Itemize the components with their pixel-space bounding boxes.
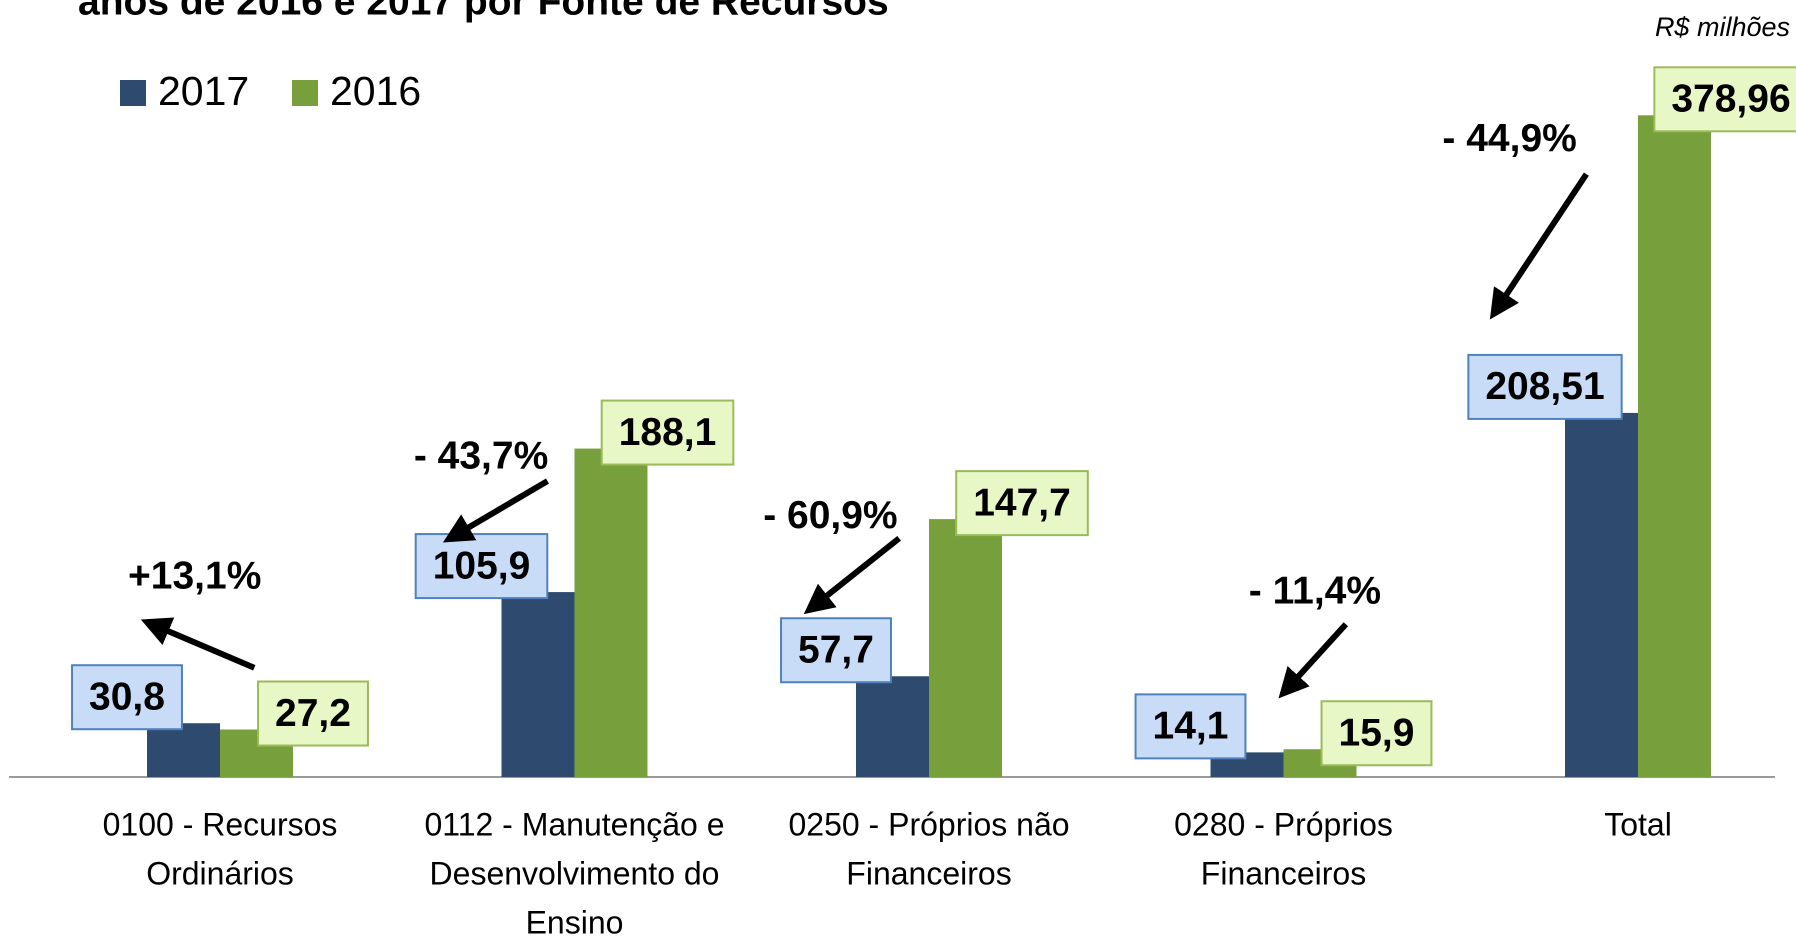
bar bbox=[147, 723, 220, 777]
annotation: - 11,4% bbox=[1249, 570, 1381, 613]
data-label-box bbox=[71, 664, 183, 731]
data-label-box bbox=[600, 399, 735, 466]
data-label-box bbox=[955, 470, 1089, 537]
x-tick-label: 0100 - Recursos bbox=[103, 806, 338, 842]
x-tick-label: Ensino bbox=[526, 904, 624, 940]
data-label-box bbox=[780, 617, 892, 684]
data-label-box bbox=[1653, 66, 1796, 133]
data-label: 30,8 bbox=[89, 676, 165, 719]
data-label: 147,7 bbox=[973, 481, 1071, 524]
arrow bbox=[1489, 172, 1589, 320]
x-tick-label: Desenvolvimento do bbox=[430, 855, 720, 891]
x-tick-label: 0280 - Próprios bbox=[1174, 806, 1393, 842]
x-tick-label: Financeiros bbox=[846, 855, 1011, 891]
legend-swatch bbox=[292, 80, 318, 106]
bar bbox=[1638, 115, 1711, 777]
data-label-box bbox=[1320, 700, 1433, 767]
bar bbox=[501, 592, 575, 777]
data-label: 15,9 bbox=[1339, 712, 1415, 755]
data-label: 188,1 bbox=[619, 411, 717, 454]
data-label: 105,9 bbox=[433, 544, 531, 587]
arrow bbox=[442, 478, 550, 543]
data-label: 378,96 bbox=[1671, 78, 1790, 121]
legend-label: 2016 bbox=[330, 68, 421, 114]
annotation: - 44,9% bbox=[1442, 117, 1576, 160]
bar bbox=[929, 519, 1002, 777]
arrow bbox=[140, 617, 256, 671]
data-label-box bbox=[414, 533, 549, 600]
x-tick-label: 0250 - Próprios não bbox=[788, 806, 1069, 842]
data-label: 27,2 bbox=[275, 692, 351, 735]
bar bbox=[1565, 412, 1638, 777]
legend-label: 2017 bbox=[158, 68, 249, 114]
annotation: - 43,7% bbox=[414, 434, 548, 477]
annotation: +13,1% bbox=[128, 555, 261, 598]
legend-swatch bbox=[120, 80, 146, 106]
data-label-box bbox=[1134, 693, 1247, 760]
data-label: 208,51 bbox=[1485, 365, 1604, 408]
x-tick-label: Financeiros bbox=[1201, 855, 1366, 891]
arrow bbox=[1278, 622, 1349, 699]
data-label: 57,7 bbox=[798, 629, 874, 672]
data-label: 14,1 bbox=[1153, 705, 1229, 748]
unit-label: R$ milhões bbox=[1655, 12, 1790, 42]
chart-title: anos de 2016 e 2017 por Fonte de Recurso… bbox=[78, 0, 889, 23]
x-tick-label: Total bbox=[1604, 806, 1672, 842]
data-label-box bbox=[257, 680, 369, 747]
x-tick-label: 0112 - Manutenção e bbox=[424, 806, 724, 842]
x-tick-label: Ordinários bbox=[146, 855, 294, 891]
bar bbox=[856, 676, 929, 777]
bar bbox=[574, 448, 648, 777]
arrow bbox=[803, 535, 902, 615]
annotation: - 60,9% bbox=[763, 494, 897, 537]
data-label-box bbox=[1467, 353, 1623, 420]
